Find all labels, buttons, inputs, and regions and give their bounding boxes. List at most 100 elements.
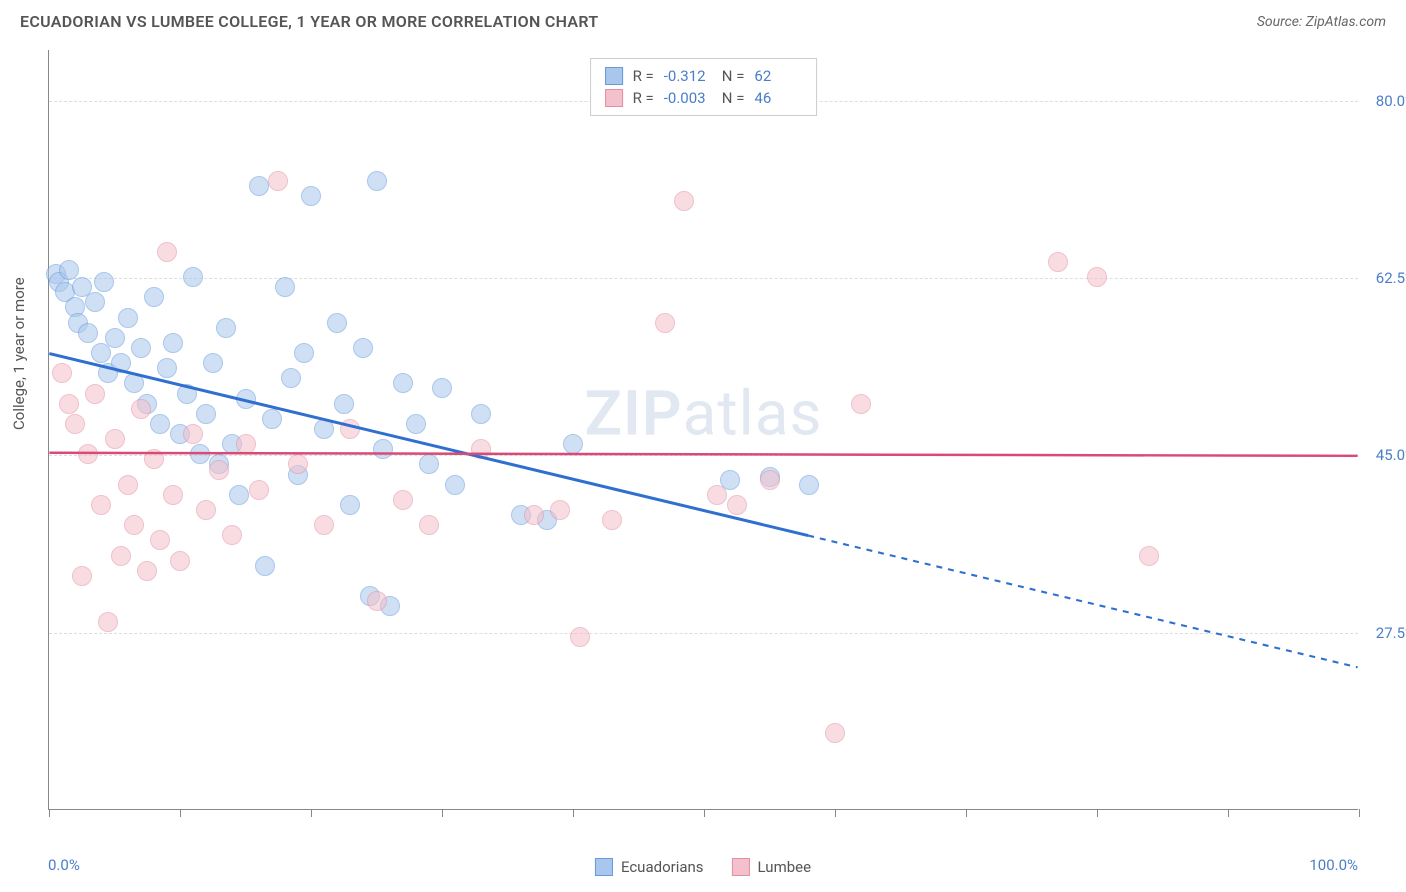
data-point: [471, 439, 491, 459]
data-point: [471, 404, 491, 424]
data-point: [85, 384, 105, 404]
data-point: [72, 566, 92, 586]
data-point: [177, 384, 197, 404]
data-point: [98, 612, 118, 632]
data-point: [150, 530, 170, 550]
data-point: [255, 556, 275, 576]
data-point: [294, 343, 314, 363]
data-point: [111, 546, 131, 566]
data-point: [157, 242, 177, 262]
data-point: [760, 470, 780, 490]
legend-swatch-icon: [595, 858, 613, 876]
data-point: [1048, 252, 1068, 272]
x-tick: [49, 809, 50, 817]
data-point: [281, 368, 301, 388]
data-point: [393, 490, 413, 510]
data-point: [340, 495, 360, 515]
x-tick: [442, 809, 443, 817]
data-point: [707, 485, 727, 505]
legend-swatch-icon: [605, 67, 623, 85]
y-tick-label: 27.5%: [1376, 624, 1406, 642]
data-point: [570, 627, 590, 647]
data-point: [236, 389, 256, 409]
correlation-row: R =-0.003N =46: [605, 87, 803, 109]
data-point: [59, 394, 79, 414]
data-point: [262, 409, 282, 429]
x-axis-end-label: 100.0%: [1309, 856, 1358, 874]
x-tick: [180, 809, 181, 817]
legend-item: Ecuadorians: [595, 858, 704, 876]
data-point: [268, 171, 288, 191]
series-legend: Ecuadorians Lumbee: [595, 858, 811, 876]
y-axis-label: College, 1 year or more: [10, 277, 28, 430]
data-point: [674, 191, 694, 211]
data-point: [111, 353, 131, 373]
data-point: [118, 475, 138, 495]
legend-label: Lumbee: [758, 858, 812, 876]
data-point: [373, 439, 393, 459]
x-tick: [1359, 809, 1360, 817]
x-axis-start-label: 0.0%: [48, 856, 80, 874]
data-point: [367, 171, 387, 191]
data-point: [236, 434, 256, 454]
correlation-legend: R =-0.312N =62R =-0.003N =46: [590, 58, 818, 116]
data-point: [190, 444, 210, 464]
x-tick: [835, 809, 836, 817]
data-point: [150, 414, 170, 434]
y-tick-label: 45.0%: [1376, 446, 1406, 464]
x-tick: [311, 809, 312, 817]
data-point: [216, 318, 236, 338]
data-point: [851, 394, 871, 414]
data-point: [327, 313, 347, 333]
data-point: [163, 485, 183, 505]
data-point: [196, 500, 216, 520]
data-point: [157, 358, 177, 378]
x-tick: [1097, 809, 1098, 817]
data-point: [124, 373, 144, 393]
data-point: [655, 313, 675, 333]
data-point: [124, 515, 144, 535]
data-point: [563, 434, 583, 454]
data-point: [78, 444, 98, 464]
data-point: [65, 414, 85, 434]
data-point: [353, 338, 373, 358]
data-point: [799, 475, 819, 495]
y-tick-label: 80.0%: [1376, 92, 1406, 110]
data-point: [1087, 267, 1107, 287]
x-tick: [573, 809, 574, 817]
data-point: [524, 505, 544, 525]
data-point: [222, 525, 242, 545]
data-point: [144, 287, 164, 307]
data-point: [314, 515, 334, 535]
data-point: [445, 475, 465, 495]
legend-swatch-icon: [605, 89, 623, 107]
data-point: [137, 561, 157, 581]
data-point: [249, 480, 269, 500]
data-point: [406, 414, 426, 434]
data-point: [229, 485, 249, 505]
data-point: [419, 454, 439, 474]
data-point: [314, 419, 334, 439]
data-point: [59, 260, 79, 280]
gridline: [49, 633, 1358, 634]
data-point: [301, 186, 321, 206]
data-point: [393, 373, 413, 393]
x-tick: [704, 809, 705, 817]
data-point: [275, 277, 295, 297]
data-point: [249, 176, 269, 196]
legend-item: Lumbee: [732, 858, 812, 876]
trend-lines: [49, 50, 1358, 809]
data-point: [550, 500, 570, 520]
data-point: [288, 454, 308, 474]
data-point: [203, 353, 223, 373]
gridline: [49, 278, 1358, 279]
gridline: [49, 455, 1358, 456]
data-point: [334, 394, 354, 414]
x-tick: [1228, 809, 1229, 817]
data-point: [183, 424, 203, 444]
watermark: ZIPatlas: [585, 378, 823, 451]
x-tick: [966, 809, 967, 817]
data-point: [163, 333, 183, 353]
chart-title: ECUADORIAN VS LUMBEE COLLEGE, 1 YEAR OR …: [20, 12, 598, 31]
data-point: [209, 460, 229, 480]
